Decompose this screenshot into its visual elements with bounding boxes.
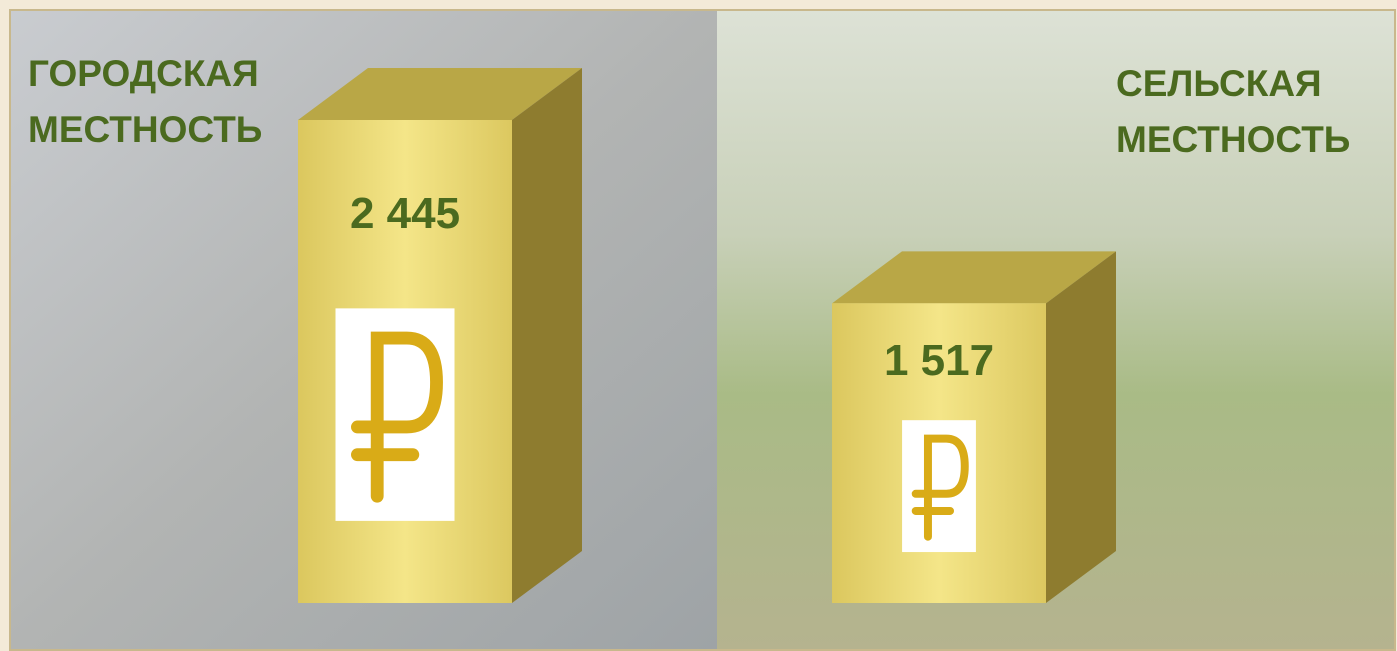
bar-side: [512, 68, 582, 603]
value-label: 1 517: [884, 336, 994, 385]
category-label: ГОРОДСКАЯ МЕСТНОСТЬ: [28, 46, 262, 158]
bar: [832, 251, 1116, 603]
bar-side: [1046, 251, 1116, 603]
category-label: СЕЛЬСКАЯ МЕСТНОСТЬ: [1116, 56, 1350, 168]
bar: [298, 68, 582, 603]
value-label: 2 445: [350, 189, 460, 238]
slide: 2 445 1 517 ГОРОДСКАЯ МЕСТНОСТЬ СЕЛЬСКАЯ М…: [0, 0, 1397, 651]
ruble-icon: [902, 420, 976, 552]
ruble-icon: [335, 308, 454, 521]
